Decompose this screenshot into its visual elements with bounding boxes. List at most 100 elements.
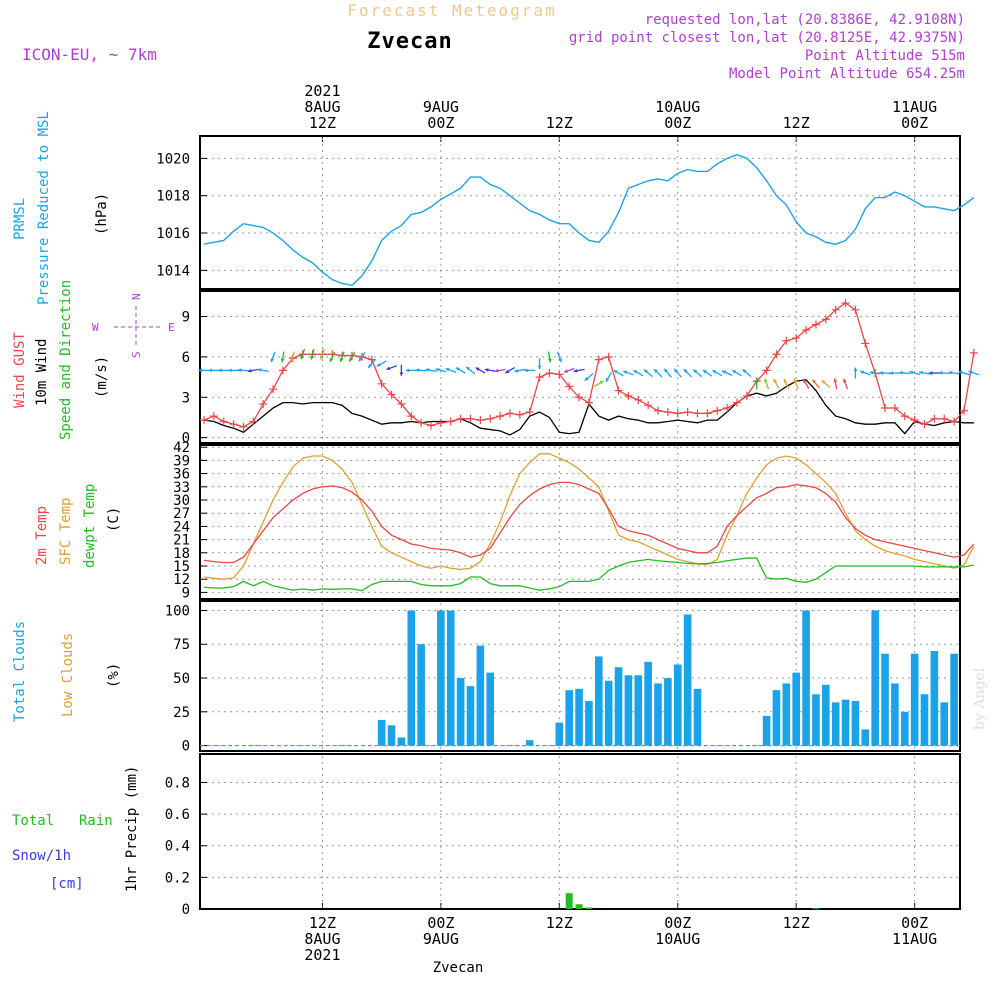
- gust-marker: [772, 350, 781, 359]
- wind-arrow-head: [764, 378, 768, 383]
- wind-direction-arrow: [455, 367, 466, 374]
- wind-arrow-head: [968, 370, 973, 375]
- wind-arrow-head: [683, 369, 688, 374]
- wind-arrow-head: [783, 378, 788, 383]
- temperature-tick-label: 36: [173, 467, 190, 483]
- wind-speed-line: [203, 379, 974, 436]
- wind-direction-arrow: [889, 371, 901, 375]
- gust-marker: [259, 399, 268, 408]
- temperature-tick-label: 18: [173, 546, 190, 562]
- wind-direction-arrow: [445, 367, 457, 373]
- wind-arrow-head: [280, 358, 285, 363]
- cloud-bar: [673, 664, 682, 746]
- time-label-top: 10AUG: [655, 98, 700, 116]
- gust-marker: [792, 334, 801, 343]
- wind-arrow-head: [415, 368, 420, 373]
- wind-arrow-head: [821, 380, 826, 385]
- wind-arrow-head: [693, 369, 698, 374]
- wind-direction-arrow: [547, 351, 552, 363]
- cloud-bar: [950, 653, 958, 746]
- gust-marker: [940, 414, 949, 423]
- compass-e: E: [168, 321, 175, 334]
- gust-marker: [890, 404, 899, 413]
- cloud-bar: [476, 645, 485, 746]
- gust-marker: [377, 379, 386, 388]
- temperature-tick-label: 15: [173, 559, 190, 575]
- cloud-bar: [624, 675, 633, 746]
- wind-direction-arrow: [319, 348, 325, 360]
- wind-direction-arrow: [300, 348, 306, 360]
- wind-direction-arrow: [918, 370, 931, 375]
- cloud-bar: [841, 699, 850, 746]
- wind-arrow-head: [564, 369, 568, 373]
- temperature-tick-label: 42: [173, 440, 190, 456]
- temperature-tick-label: 24: [173, 519, 190, 535]
- wind-arrow-head: [958, 370, 963, 375]
- cloud-bar: [812, 694, 820, 746]
- wind-direction-arrow: [358, 352, 366, 362]
- y-tick-labels: 1014101610181020036991215182124273033363…: [156, 151, 207, 918]
- wind-arrow-head: [584, 376, 589, 381]
- gust-marker: [278, 366, 287, 375]
- data-series: [198, 153, 980, 910]
- gust-marker: [515, 410, 524, 419]
- cloud-bar: [910, 653, 919, 746]
- time-label-bottom: 2021: [304, 946, 340, 964]
- wind-arrow-head: [358, 357, 363, 362]
- gust-marker: [969, 348, 978, 357]
- gust-marker: [555, 370, 564, 379]
- cloud-bar: [881, 653, 889, 746]
- wind-arrow-head: [329, 357, 334, 362]
- cloud-bar: [634, 675, 643, 746]
- gust-marker: [525, 408, 534, 417]
- wind-arrow-head: [376, 362, 381, 367]
- wind-direction-arrow: [537, 358, 542, 370]
- wind-arrow-head: [889, 371, 893, 375]
- cloud-bar: [525, 740, 534, 746]
- wind-direction-arrow: [605, 372, 612, 383]
- gust-marker: [802, 326, 811, 335]
- wind-arrow-head: [732, 370, 737, 374]
- gust-marker: [930, 414, 939, 423]
- gust-marker: [269, 385, 278, 394]
- wind-direction-arrow: [484, 368, 496, 372]
- time-label-bottom: 9AUG: [423, 930, 459, 948]
- cloud-bar: [792, 672, 800, 746]
- gust-marker: [249, 417, 258, 426]
- time-label-bottom: 00Z: [664, 914, 691, 932]
- wind-direction-arrow: [329, 351, 336, 363]
- wind-direction-arrow: [683, 368, 692, 378]
- wind-arrow-head: [228, 368, 232, 373]
- wind-arrow-head: [899, 370, 903, 375]
- dewpt-label: dewpt Temp: [82, 484, 98, 568]
- wind-arrow-head: [505, 369, 510, 374]
- wind-direction-arrow: [938, 370, 950, 375]
- cloud-bar: [397, 737, 406, 746]
- gust-marker: [446, 417, 455, 426]
- wind-direction-arrow: [948, 370, 960, 375]
- cloud-bar: [831, 702, 840, 746]
- precip-total-label: Total: [12, 813, 54, 829]
- wind-arrow-head: [722, 370, 727, 374]
- wind-arrow-head: [270, 358, 275, 363]
- cloud-bar: [437, 610, 445, 746]
- gust-marker: [861, 339, 870, 348]
- gust-marker: [782, 336, 791, 345]
- time-label-bottom: 00Z: [901, 914, 928, 932]
- wind-direction-arrow: [208, 368, 220, 373]
- wind-direction-arrow: [228, 368, 240, 373]
- wind-direction-arrow: [556, 351, 562, 363]
- wind-arrow-head: [599, 381, 604, 385]
- wind-direction-arrow: [339, 351, 345, 363]
- precip-axis-label: 1hr Precip (mm): [124, 766, 140, 892]
- wind-direction-arrow: [376, 360, 387, 367]
- wind-tick-label: 9: [182, 310, 190, 326]
- gust-marker: [466, 414, 475, 423]
- gust-marker: [723, 404, 732, 413]
- cloud-bar: [693, 688, 702, 746]
- wind-direction-arrow: [958, 370, 970, 376]
- wind-direction-arrow: [573, 368, 585, 373]
- time-label-top: 00Z: [664, 114, 691, 132]
- wind-arrow-head: [754, 378, 759, 382]
- wind-direction-arrow: [475, 367, 486, 374]
